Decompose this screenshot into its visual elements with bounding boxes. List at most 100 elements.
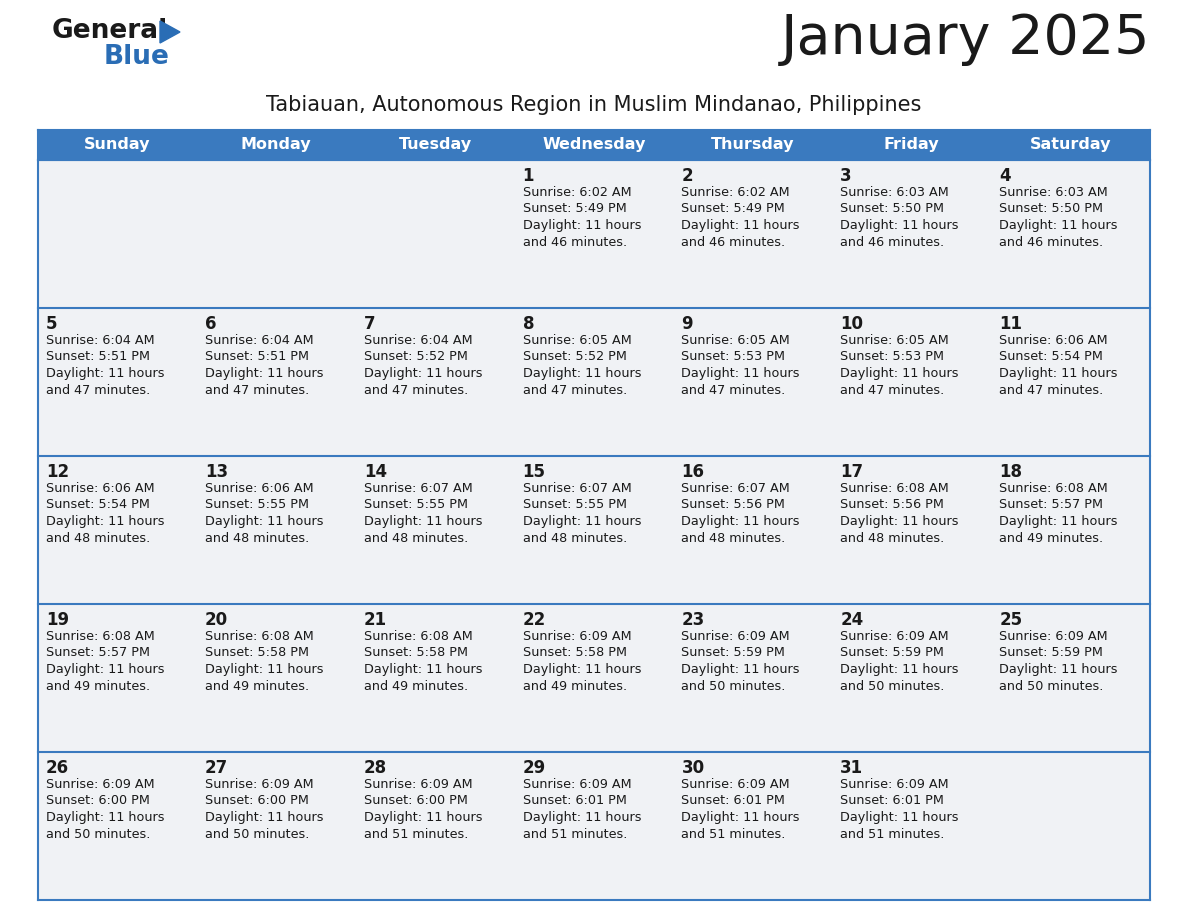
- Text: Daylight: 11 hours: Daylight: 11 hours: [999, 219, 1118, 232]
- Text: Daylight: 11 hours: Daylight: 11 hours: [682, 367, 800, 380]
- Text: Sunrise: 6:09 AM: Sunrise: 6:09 AM: [682, 630, 790, 643]
- Text: and 46 minutes.: and 46 minutes.: [523, 236, 627, 249]
- Text: 12: 12: [46, 463, 69, 481]
- Text: Sunrise: 6:03 AM: Sunrise: 6:03 AM: [840, 186, 949, 199]
- Text: and 47 minutes.: and 47 minutes.: [523, 384, 627, 397]
- Text: Daylight: 11 hours: Daylight: 11 hours: [46, 811, 164, 824]
- Text: Daylight: 11 hours: Daylight: 11 hours: [364, 811, 482, 824]
- Text: Sunset: 5:57 PM: Sunset: 5:57 PM: [46, 646, 150, 659]
- Text: Sunset: 5:58 PM: Sunset: 5:58 PM: [204, 646, 309, 659]
- Text: and 51 minutes.: and 51 minutes.: [682, 827, 785, 841]
- Text: Sunrise: 6:08 AM: Sunrise: 6:08 AM: [204, 630, 314, 643]
- Text: 5: 5: [46, 315, 57, 333]
- Text: 25: 25: [999, 611, 1022, 629]
- Text: Daylight: 11 hours: Daylight: 11 hours: [523, 219, 642, 232]
- Text: and 49 minutes.: and 49 minutes.: [999, 532, 1104, 544]
- Text: and 46 minutes.: and 46 minutes.: [840, 236, 944, 249]
- Text: Sunrise: 6:09 AM: Sunrise: 6:09 AM: [999, 630, 1107, 643]
- Text: Saturday: Saturday: [1030, 138, 1111, 152]
- Text: Sunrise: 6:08 AM: Sunrise: 6:08 AM: [840, 482, 949, 495]
- Text: 6: 6: [204, 315, 216, 333]
- Text: Sunset: 5:59 PM: Sunset: 5:59 PM: [840, 646, 944, 659]
- Text: Sunrise: 6:09 AM: Sunrise: 6:09 AM: [46, 778, 154, 791]
- Text: 29: 29: [523, 759, 545, 777]
- Text: and 46 minutes.: and 46 minutes.: [999, 236, 1104, 249]
- Text: Sunset: 5:55 PM: Sunset: 5:55 PM: [204, 498, 309, 511]
- Text: Sunrise: 6:09 AM: Sunrise: 6:09 AM: [523, 630, 631, 643]
- Text: Daylight: 11 hours: Daylight: 11 hours: [204, 663, 323, 676]
- Text: 19: 19: [46, 611, 69, 629]
- Text: Daylight: 11 hours: Daylight: 11 hours: [840, 663, 959, 676]
- Text: Sunset: 5:55 PM: Sunset: 5:55 PM: [523, 498, 626, 511]
- Bar: [38, 160, 1150, 308]
- Text: and 49 minutes.: and 49 minutes.: [46, 679, 150, 692]
- Text: and 46 minutes.: and 46 minutes.: [682, 236, 785, 249]
- Text: Daylight: 11 hours: Daylight: 11 hours: [840, 811, 959, 824]
- Text: 30: 30: [682, 759, 704, 777]
- Text: Sunset: 5:53 PM: Sunset: 5:53 PM: [682, 351, 785, 364]
- Text: and 47 minutes.: and 47 minutes.: [204, 384, 309, 397]
- Text: Sunset: 6:00 PM: Sunset: 6:00 PM: [204, 794, 309, 808]
- Bar: [38, 308, 1150, 456]
- Text: Sunset: 5:59 PM: Sunset: 5:59 PM: [999, 646, 1102, 659]
- Text: Daylight: 11 hours: Daylight: 11 hours: [364, 367, 482, 380]
- Text: Sunrise: 6:09 AM: Sunrise: 6:09 AM: [204, 778, 314, 791]
- Text: and 51 minutes.: and 51 minutes.: [840, 827, 944, 841]
- Text: Sunset: 6:00 PM: Sunset: 6:00 PM: [46, 794, 150, 808]
- Text: 9: 9: [682, 315, 693, 333]
- Text: 20: 20: [204, 611, 228, 629]
- Text: and 48 minutes.: and 48 minutes.: [364, 532, 468, 544]
- Text: and 48 minutes.: and 48 minutes.: [523, 532, 627, 544]
- Text: 21: 21: [364, 611, 387, 629]
- Text: Sunset: 5:52 PM: Sunset: 5:52 PM: [364, 351, 468, 364]
- Text: Sunset: 5:59 PM: Sunset: 5:59 PM: [682, 646, 785, 659]
- Text: Daylight: 11 hours: Daylight: 11 hours: [46, 663, 164, 676]
- Text: Sunset: 5:51 PM: Sunset: 5:51 PM: [46, 351, 150, 364]
- Text: Daylight: 11 hours: Daylight: 11 hours: [682, 811, 800, 824]
- Text: Sunrise: 6:09 AM: Sunrise: 6:09 AM: [840, 630, 949, 643]
- Bar: [38, 604, 1150, 752]
- Text: Sunset: 5:54 PM: Sunset: 5:54 PM: [999, 351, 1102, 364]
- Text: Sunset: 5:51 PM: Sunset: 5:51 PM: [204, 351, 309, 364]
- Text: Daylight: 11 hours: Daylight: 11 hours: [682, 515, 800, 528]
- Text: Sunset: 6:01 PM: Sunset: 6:01 PM: [682, 794, 785, 808]
- Text: Daylight: 11 hours: Daylight: 11 hours: [840, 367, 959, 380]
- Text: 11: 11: [999, 315, 1022, 333]
- Text: 14: 14: [364, 463, 387, 481]
- Text: Daylight: 11 hours: Daylight: 11 hours: [523, 663, 642, 676]
- Text: Sunset: 5:58 PM: Sunset: 5:58 PM: [523, 646, 626, 659]
- Text: Sunset: 5:56 PM: Sunset: 5:56 PM: [840, 498, 944, 511]
- Text: 13: 13: [204, 463, 228, 481]
- Text: Daylight: 11 hours: Daylight: 11 hours: [46, 367, 164, 380]
- Text: Daylight: 11 hours: Daylight: 11 hours: [204, 515, 323, 528]
- Text: Sunset: 5:55 PM: Sunset: 5:55 PM: [364, 498, 468, 511]
- Text: Sunrise: 6:05 AM: Sunrise: 6:05 AM: [840, 334, 949, 347]
- Text: Sunrise: 6:07 AM: Sunrise: 6:07 AM: [523, 482, 631, 495]
- Text: and 48 minutes.: and 48 minutes.: [682, 532, 785, 544]
- Text: and 49 minutes.: and 49 minutes.: [204, 679, 309, 692]
- Bar: [38, 456, 1150, 604]
- Text: 26: 26: [46, 759, 69, 777]
- Text: Daylight: 11 hours: Daylight: 11 hours: [682, 663, 800, 676]
- Text: Daylight: 11 hours: Daylight: 11 hours: [204, 367, 323, 380]
- Text: 8: 8: [523, 315, 535, 333]
- Text: Sunrise: 6:04 AM: Sunrise: 6:04 AM: [364, 334, 473, 347]
- Text: and 50 minutes.: and 50 minutes.: [682, 679, 785, 692]
- Text: Daylight: 11 hours: Daylight: 11 hours: [364, 515, 482, 528]
- Text: 15: 15: [523, 463, 545, 481]
- Text: Sunset: 5:49 PM: Sunset: 5:49 PM: [523, 203, 626, 216]
- Text: 4: 4: [999, 167, 1011, 185]
- Text: 2: 2: [682, 167, 693, 185]
- Text: 24: 24: [840, 611, 864, 629]
- Text: Sunset: 5:56 PM: Sunset: 5:56 PM: [682, 498, 785, 511]
- Text: Sunset: 5:57 PM: Sunset: 5:57 PM: [999, 498, 1104, 511]
- Text: Sunset: 5:50 PM: Sunset: 5:50 PM: [999, 203, 1104, 216]
- Text: Daylight: 11 hours: Daylight: 11 hours: [523, 811, 642, 824]
- Text: Sunrise: 6:09 AM: Sunrise: 6:09 AM: [364, 778, 473, 791]
- Text: 22: 22: [523, 611, 545, 629]
- Text: Daylight: 11 hours: Daylight: 11 hours: [999, 367, 1118, 380]
- Text: Sunset: 5:53 PM: Sunset: 5:53 PM: [840, 351, 944, 364]
- Text: and 50 minutes.: and 50 minutes.: [999, 679, 1104, 692]
- Text: 18: 18: [999, 463, 1022, 481]
- Text: 7: 7: [364, 315, 375, 333]
